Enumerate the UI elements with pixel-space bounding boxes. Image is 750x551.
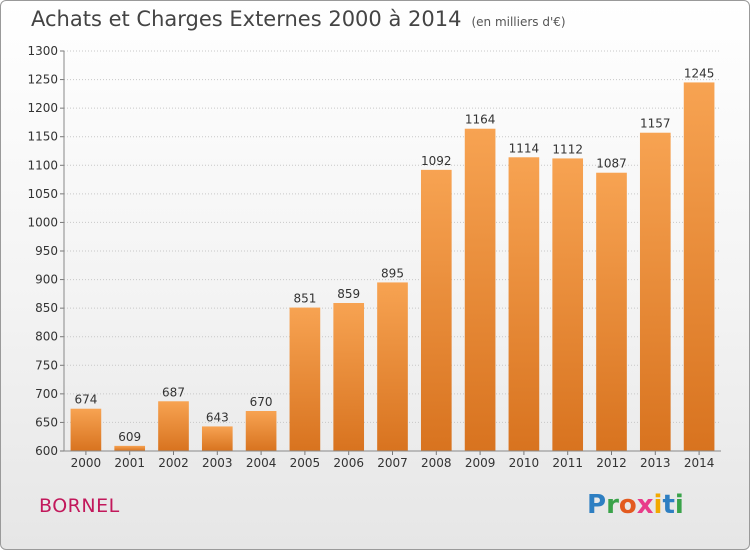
bar-2008	[420, 169, 452, 451]
commune-name: BORNEL	[39, 495, 120, 517]
value-label: 1092	[421, 154, 452, 168]
x-tick-label: 2001	[114, 456, 145, 470]
value-label: 609	[118, 430, 141, 444]
logo-letter: o	[618, 490, 637, 520]
x-axis: 2000 2001 2002 2003 2004 2005 2006 2007 2008 2009…	[64, 450, 721, 470]
bar-2006	[333, 303, 365, 451]
value-label: 895	[381, 266, 404, 280]
y-axis: 600 650 700 750 800 850 900 950 1000 1050 1100 1150…	[27, 44, 65, 458]
x-tick-label: 2004	[246, 456, 277, 470]
y-tick-label: 950	[35, 244, 58, 258]
y-tick-label: 800	[35, 330, 58, 344]
bar-2002	[158, 401, 189, 451]
y-tick-label: 850	[35, 301, 58, 315]
logo-letter: P	[587, 490, 607, 520]
value-label: 1157	[640, 117, 671, 131]
y-tick-label: 1000	[27, 215, 58, 229]
value-label: 1164	[465, 113, 496, 127]
x-tick-label: 2006	[333, 456, 364, 470]
logo-letter: i	[674, 490, 684, 520]
x-tick-label: 2013	[640, 456, 671, 470]
value-label: 859	[337, 287, 360, 301]
bar-2004	[245, 411, 277, 451]
bar-2007	[377, 282, 408, 451]
value-label: 1114	[509, 141, 540, 155]
bar-2009	[464, 128, 496, 451]
x-tick-label: 2010	[509, 456, 540, 470]
chart-title-text: Achats et Charges Externes 2000 à 2014	[31, 7, 462, 31]
bar-2003	[201, 426, 233, 451]
x-tick-label: 2008	[421, 456, 452, 470]
value-label: 687	[162, 385, 185, 399]
bar-2013	[639, 132, 671, 451]
bar-2001	[114, 445, 146, 451]
value-label: 1087	[596, 157, 627, 171]
y-tick-label: 750	[35, 358, 58, 372]
logo-letter: r	[606, 490, 619, 520]
bars	[70, 82, 715, 452]
x-tick-label: 2000	[71, 456, 102, 470]
bar-2011	[552, 158, 584, 451]
logo-letter: i	[653, 490, 663, 520]
x-tick-label: 2009	[465, 456, 496, 470]
y-tick-label: 650	[35, 415, 58, 429]
x-tick-label: 2002	[158, 456, 189, 470]
value-label: 1245	[684, 66, 715, 80]
value-label: 643	[206, 410, 229, 424]
x-tick-label: 2012	[596, 456, 627, 470]
y-tick-label: 1250	[27, 73, 58, 87]
bar-2010	[508, 157, 540, 452]
chart-subtitle: (en milliers d'€)	[471, 15, 566, 29]
proxiti-logo: Proxiti	[587, 490, 684, 520]
chart-title: Achats et Charges Externes 2000 à 2014 (e…	[31, 7, 566, 31]
y-tick-label: 600	[35, 444, 58, 458]
x-tick-label: 2007	[377, 456, 408, 470]
logo-letter: x	[636, 490, 654, 520]
y-tick-label: 1150	[27, 130, 58, 144]
bar-2012	[596, 172, 627, 451]
y-tick-label: 1300	[27, 44, 58, 58]
x-tick-label: 2005	[290, 456, 321, 470]
y-tick-label: 1100	[27, 158, 58, 172]
value-label: 674	[74, 393, 97, 407]
logo-letter: t	[662, 490, 675, 520]
y-tick-label: 1200	[27, 101, 58, 115]
x-tick-label: 2011	[552, 456, 583, 470]
value-labels: 674 609 687 643 670 851 859 895 1092 1164 1114 1112…	[74, 66, 714, 443]
bar-2005	[289, 307, 321, 451]
value-label: 670	[250, 395, 273, 409]
y-tick-label: 1050	[27, 187, 58, 201]
bar-2014	[683, 82, 715, 451]
y-tick-label: 700	[35, 387, 58, 401]
y-tick-label: 900	[35, 273, 58, 287]
value-label: 1112	[552, 142, 583, 156]
value-label: 851	[293, 292, 316, 306]
x-tick-label: 2014	[684, 456, 715, 470]
bar-2000	[70, 408, 102, 451]
x-tick-label: 2003	[202, 456, 233, 470]
